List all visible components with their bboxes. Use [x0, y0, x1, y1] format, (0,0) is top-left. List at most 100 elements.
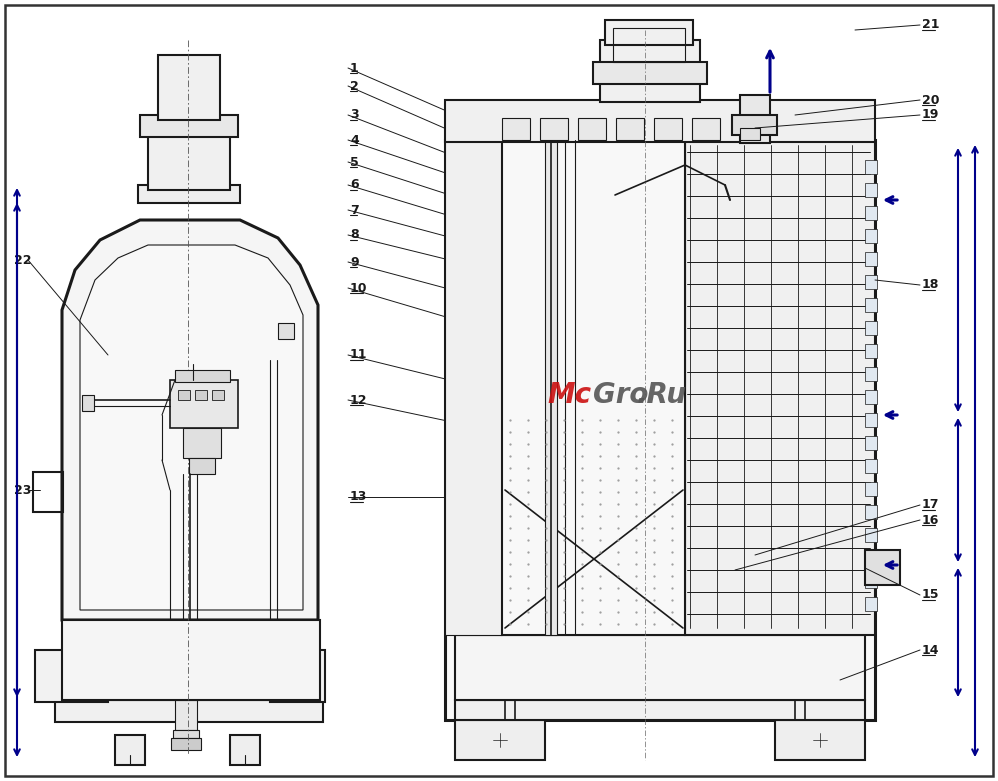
Bar [489, 348, 501, 360]
Text: 9: 9 [350, 255, 358, 269]
Bar [692, 118, 720, 140]
Bar [489, 510, 501, 522]
Circle shape [470, 158, 484, 172]
Circle shape [465, 396, 489, 420]
Circle shape [185, 292, 191, 298]
Circle shape [646, 37, 652, 43]
Bar [489, 294, 501, 306]
Bar [455, 700, 865, 720]
Bar [489, 240, 501, 252]
Bar [158, 55, 220, 120]
Bar [865, 390, 877, 404]
Bar [489, 186, 501, 198]
Bar [865, 183, 877, 197]
Bar [865, 298, 877, 312]
Text: 12: 12 [350, 394, 367, 406]
Circle shape [470, 374, 484, 388]
Bar [865, 459, 877, 473]
Bar [545, 140, 557, 635]
Circle shape [465, 504, 489, 528]
Text: 17: 17 [922, 498, 939, 512]
Circle shape [465, 531, 489, 555]
Bar [489, 618, 501, 630]
Circle shape [465, 585, 489, 609]
Text: 20: 20 [922, 94, 939, 106]
Bar [195, 390, 207, 400]
Bar [489, 375, 501, 387]
Circle shape [470, 563, 484, 577]
Bar [578, 118, 606, 140]
Bar [865, 505, 877, 519]
Circle shape [465, 261, 489, 285]
Bar [489, 483, 501, 495]
Bar [865, 528, 877, 542]
Bar [865, 206, 877, 220]
Bar [865, 482, 877, 496]
Text: 14: 14 [922, 644, 939, 657]
Text: 4: 4 [350, 134, 358, 147]
Bar [270, 650, 325, 702]
Bar [865, 160, 877, 174]
Text: 13: 13 [350, 490, 367, 504]
Circle shape [470, 617, 484, 631]
Text: 19: 19 [922, 109, 939, 122]
Bar [82, 395, 94, 411]
Bar [171, 738, 201, 750]
Circle shape [470, 239, 484, 253]
Circle shape [465, 180, 489, 204]
Bar [455, 635, 865, 700]
Bar [865, 344, 877, 358]
Bar [489, 564, 501, 576]
Bar [865, 550, 900, 585]
Bar [489, 456, 501, 468]
Text: 15: 15 [922, 589, 939, 601]
Bar [740, 95, 770, 143]
Bar [445, 100, 875, 142]
Bar [865, 574, 877, 588]
Bar [502, 140, 685, 635]
Bar [455, 720, 545, 760]
Text: 22: 22 [14, 254, 32, 266]
Circle shape [470, 482, 484, 496]
Bar [613, 28, 685, 62]
Bar [173, 730, 199, 738]
Bar [170, 380, 238, 428]
Bar [732, 115, 777, 135]
Bar [175, 370, 230, 382]
Text: Mc: Mc [548, 381, 592, 409]
Bar [654, 118, 682, 140]
Text: 8: 8 [350, 229, 358, 241]
Circle shape [470, 320, 484, 334]
Text: Gro: Gro [593, 381, 649, 409]
Bar [278, 323, 294, 339]
Circle shape [470, 536, 484, 550]
Text: 10: 10 [350, 281, 367, 294]
Bar [600, 40, 700, 102]
Bar [865, 551, 877, 565]
Bar [685, 140, 875, 635]
Bar [865, 597, 877, 611]
Circle shape [465, 450, 489, 474]
Bar [175, 700, 197, 730]
Bar [138, 185, 240, 203]
Circle shape [470, 401, 484, 415]
Polygon shape [62, 220, 318, 620]
Bar [212, 390, 224, 400]
Circle shape [465, 369, 489, 393]
Bar [865, 275, 877, 289]
Bar [148, 135, 230, 190]
Text: 5: 5 [350, 155, 358, 169]
Text: 1: 1 [350, 62, 358, 74]
Bar [489, 429, 501, 441]
Text: 3: 3 [350, 109, 358, 122]
Bar [35, 650, 108, 702]
Bar [62, 620, 320, 700]
Text: 7: 7 [350, 204, 358, 216]
Circle shape [465, 342, 489, 366]
Circle shape [470, 455, 484, 469]
Circle shape [465, 423, 489, 447]
Bar [55, 700, 323, 722]
Bar [140, 115, 238, 137]
Circle shape [470, 293, 484, 307]
Circle shape [465, 612, 489, 636]
